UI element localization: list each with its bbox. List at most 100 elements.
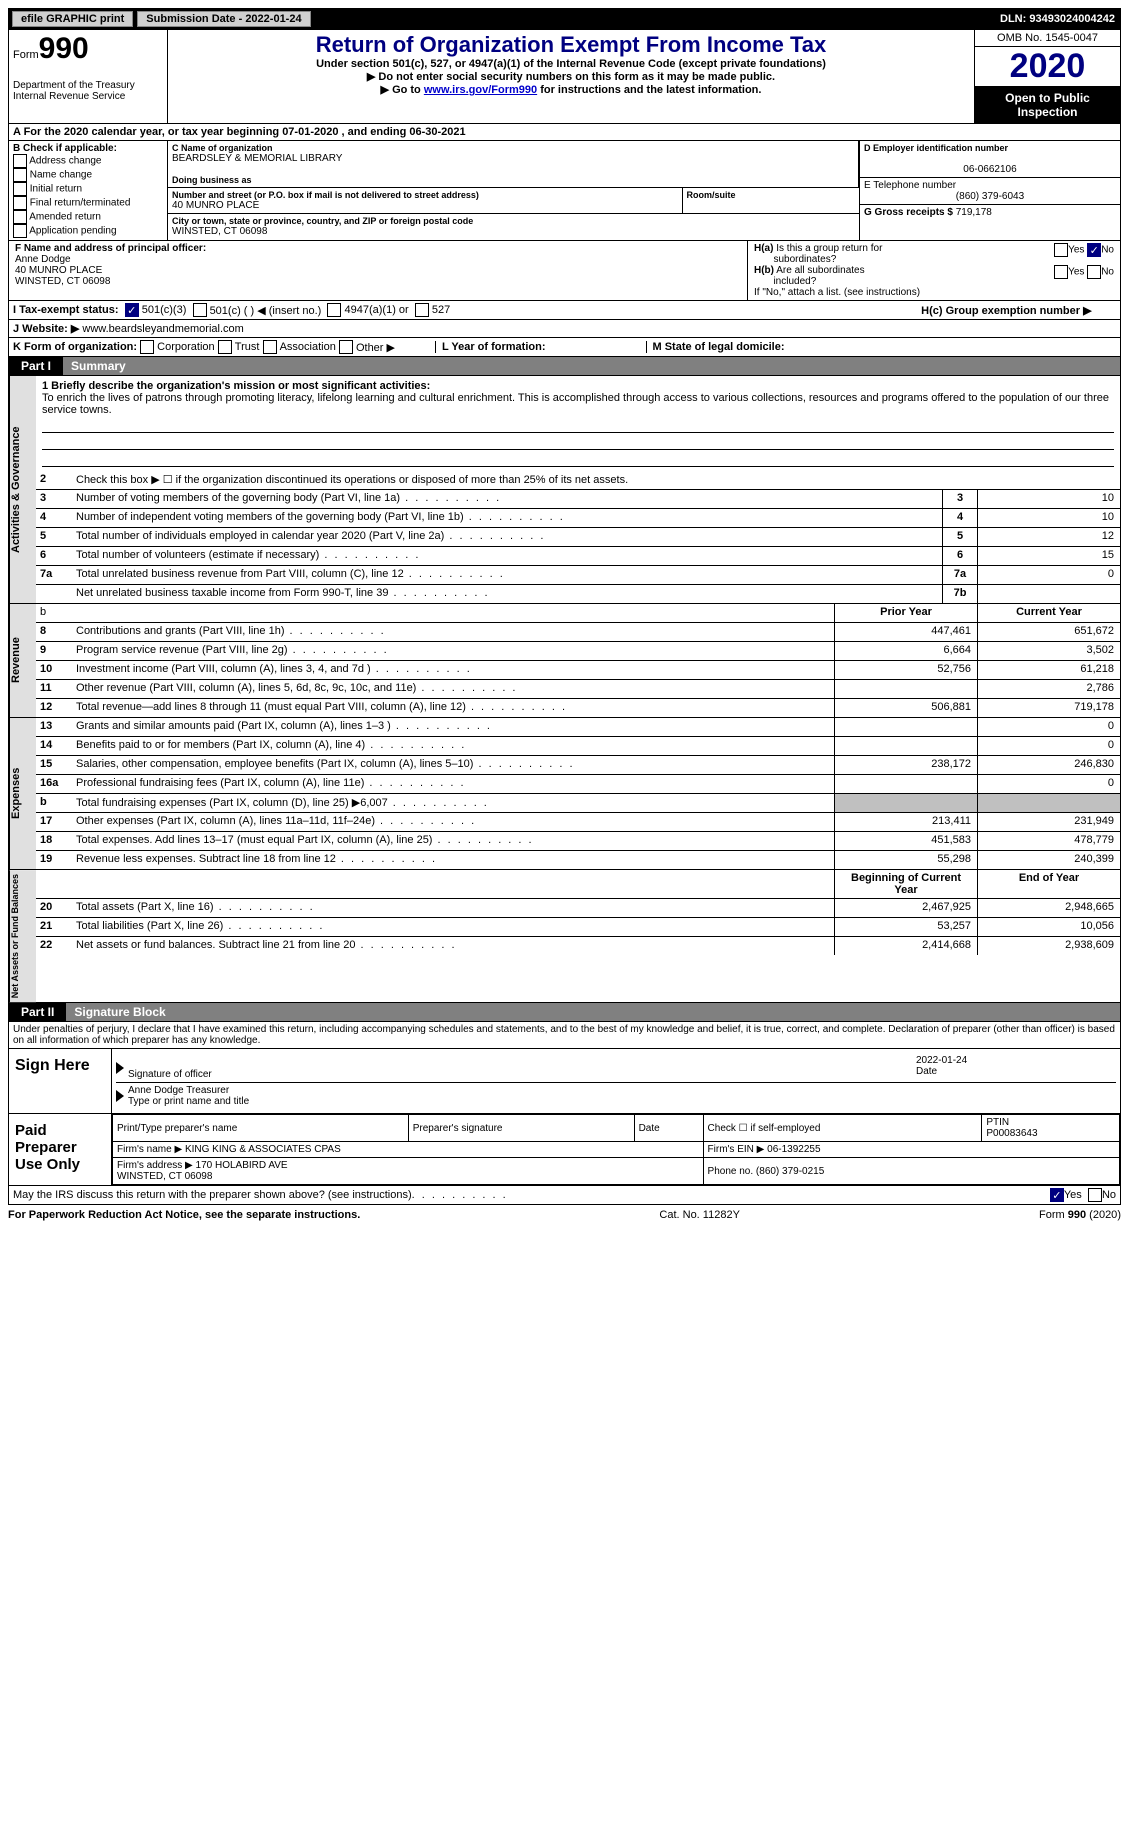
501c-checkbox[interactable] — [193, 303, 207, 317]
efile-print-button[interactable]: efile GRAPHIC print — [12, 11, 133, 27]
checkbox[interactable] — [13, 224, 27, 238]
current-year-header: Current Year — [977, 604, 1120, 622]
summary-row: 6Total number of volunteers (estimate if… — [36, 547, 1120, 566]
f-addr: 40 MUNRO PLACE WINSTED, CT 06098 — [15, 265, 110, 287]
summary-row: 18Total expenses. Add lines 13–17 (must … — [36, 832, 1120, 851]
website-value: www.beardsleyandmemorial.com — [82, 323, 243, 335]
submission-date-button[interactable]: Submission Date - 2022-01-24 — [137, 11, 310, 27]
footer-mid: Cat. No. 11282Y — [659, 1209, 740, 1221]
line2-desc: Check this box ▶ ☐ if the organization d… — [72, 471, 1120, 489]
firm-addr-label: Firm's address ▶ — [117, 1160, 193, 1171]
mission-text: To enrich the lives of patrons through p… — [42, 392, 1109, 416]
trust-checkbox[interactable] — [218, 340, 232, 354]
checkbox[interactable] — [13, 168, 27, 182]
summary-row: 9Program service revenue (Part VIII, lin… — [36, 642, 1120, 661]
4947-checkbox[interactable] — [327, 303, 341, 317]
c-name-label: C Name of organization — [172, 143, 854, 153]
box-h: H(a) Is this a group return for subordin… — [747, 241, 1120, 300]
city-label: City or town, state or province, country… — [172, 216, 855, 226]
tel-label: E Telephone number — [864, 180, 1116, 191]
summary-row: 12Total revenue—add lines 8 through 11 (… — [36, 699, 1120, 717]
part1-title: Summary — [63, 357, 1120, 375]
f-label: F Name and address of principal officer: — [15, 243, 206, 254]
sig-declaration: Under penalties of perjury, I declare th… — [8, 1022, 1121, 1049]
box-d-e-g: D Employer identification number 06-0662… — [859, 141, 1120, 240]
preparer-table: Print/Type preparer's name Preparer's si… — [112, 1114, 1120, 1185]
discuss-label: May the IRS discuss this return with the… — [13, 1189, 412, 1201]
box-f: F Name and address of principal officer:… — [9, 241, 747, 300]
line-i-label: I Tax-exempt status: — [13, 304, 119, 316]
other-checkbox[interactable] — [339, 340, 353, 354]
box-b: B Check if applicable: Address change Na… — [9, 141, 168, 240]
summary-row: 8Contributions and grants (Part VIII, li… — [36, 623, 1120, 642]
firm-name-label: Firm's name ▶ — [117, 1144, 182, 1155]
note-ssn: ▶ Do not enter social security numbers o… — [174, 70, 968, 83]
governance-tab: Activities & Governance — [9, 376, 36, 603]
officer-name: Anne Dodge Treasurer — [128, 1085, 1116, 1096]
paid-prep-label: Paid Preparer Use Only — [9, 1114, 112, 1185]
gross-label: G Gross receipts $ — [864, 207, 953, 218]
inspection-label: Open to Public Inspection — [975, 87, 1120, 123]
omb-label: OMB No. 1545-0047 — [975, 30, 1120, 47]
checkbox[interactable] — [13, 196, 27, 210]
hb-no-checkbox[interactable] — [1087, 265, 1101, 279]
checkbox[interactable] — [13, 182, 27, 196]
top-bar: efile GRAPHIC print Submission Date - 20… — [8, 8, 1121, 30]
sig-arrow-icon — [116, 1062, 124, 1074]
irs-link[interactable]: www.irs.gov/Form990 — [424, 84, 537, 96]
summary-row: 10Investment income (Part VIII, column (… — [36, 661, 1120, 680]
city-value: WINSTED, CT 06098 — [172, 226, 855, 237]
hb-yes-checkbox[interactable] — [1054, 265, 1068, 279]
assoc-checkbox[interactable] — [263, 340, 277, 354]
expenses-tab: Expenses — [9, 718, 36, 869]
form-title: Return of Organization Exempt From Incom… — [174, 32, 968, 58]
checkbox[interactable] — [13, 210, 27, 224]
part2-bar: Part II Signature Block — [8, 1003, 1121, 1022]
ha-yes-checkbox[interactable] — [1054, 243, 1068, 257]
footer-left: For Paperwork Reduction Act Notice, see … — [8, 1209, 360, 1221]
summary-row: 5Total number of individuals employed in… — [36, 528, 1120, 547]
527-checkbox[interactable] — [415, 303, 429, 317]
prep-sig-label: Preparer's signature — [408, 1115, 634, 1142]
line-l: L Year of formation: — [435, 341, 546, 353]
addr-label: Number and street (or P.O. box if mail i… — [172, 190, 678, 200]
note-goto-pre: ▶ Go to — [381, 84, 424, 96]
form-subtitle: Under section 501(c), 527, or 4947(a)(1)… — [174, 58, 968, 70]
discuss-yes-checkbox[interactable]: ✓ — [1050, 1188, 1064, 1202]
501c3-checkbox[interactable]: ✓ — [125, 303, 139, 317]
note-goto-post: for instructions and the latest informat… — [537, 84, 761, 96]
prep-print-label: Print/Type preparer's name — [113, 1115, 409, 1142]
part2-tab: Part II — [9, 1003, 66, 1021]
box-b-item: Amended return — [13, 210, 163, 224]
line-a: A For the 2020 calendar year, or tax yea… — [8, 124, 1121, 141]
summary-row: 15Salaries, other compensation, employee… — [36, 756, 1120, 775]
prior-year-header: Prior Year — [834, 604, 977, 622]
discuss-no-checkbox[interactable] — [1088, 1188, 1102, 1202]
footer-right: Form 990 (2020) — [1039, 1209, 1121, 1221]
hb-note: If "No," attach a list. (see instruction… — [754, 287, 1114, 298]
summary-row: 14Benefits paid to or for members (Part … — [36, 737, 1120, 756]
header-mid: Return of Organization Exempt From Incom… — [168, 30, 974, 123]
tax-year: 2020 — [975, 47, 1120, 87]
corp-checkbox[interactable] — [140, 340, 154, 354]
ha-no-checkbox[interactable]: ✓ — [1087, 243, 1101, 257]
box-c: C Name of organization BEARDSLEY & MEMOR… — [168, 141, 859, 240]
summary-row: 7aTotal unrelated business revenue from … — [36, 566, 1120, 585]
mission-block: 1 Briefly describe the organization's mi… — [36, 376, 1120, 471]
form-prefix: Form — [13, 49, 39, 61]
summary-row: 4Number of independent voting members of… — [36, 509, 1120, 528]
officer-name-label: Type or print name and title — [128, 1096, 1116, 1107]
summary-row: 20Total assets (Part X, line 16)2,467,92… — [36, 899, 1120, 918]
form-header: Form990 Department of the Treasury Inter… — [8, 30, 1121, 124]
summary-row: 13Grants and similar amounts paid (Part … — [36, 718, 1120, 737]
f-name: Anne Dodge — [15, 254, 71, 265]
begin-year-header: Beginning of Current Year — [834, 870, 977, 898]
part1-bar: Part I Summary — [8, 357, 1121, 376]
org-name: BEARDSLEY & MEMORIAL LIBRARY — [172, 153, 854, 164]
summary-row: 3Number of voting members of the governi… — [36, 490, 1120, 509]
prep-date-label: Date — [634, 1115, 703, 1142]
sign-here-label: Sign Here — [9, 1049, 112, 1113]
addr-value: 40 MUNRO PLACE — [172, 200, 678, 211]
checkbox[interactable] — [13, 154, 27, 168]
dln-label: DLN: 93493024004242 — [1000, 13, 1115, 25]
